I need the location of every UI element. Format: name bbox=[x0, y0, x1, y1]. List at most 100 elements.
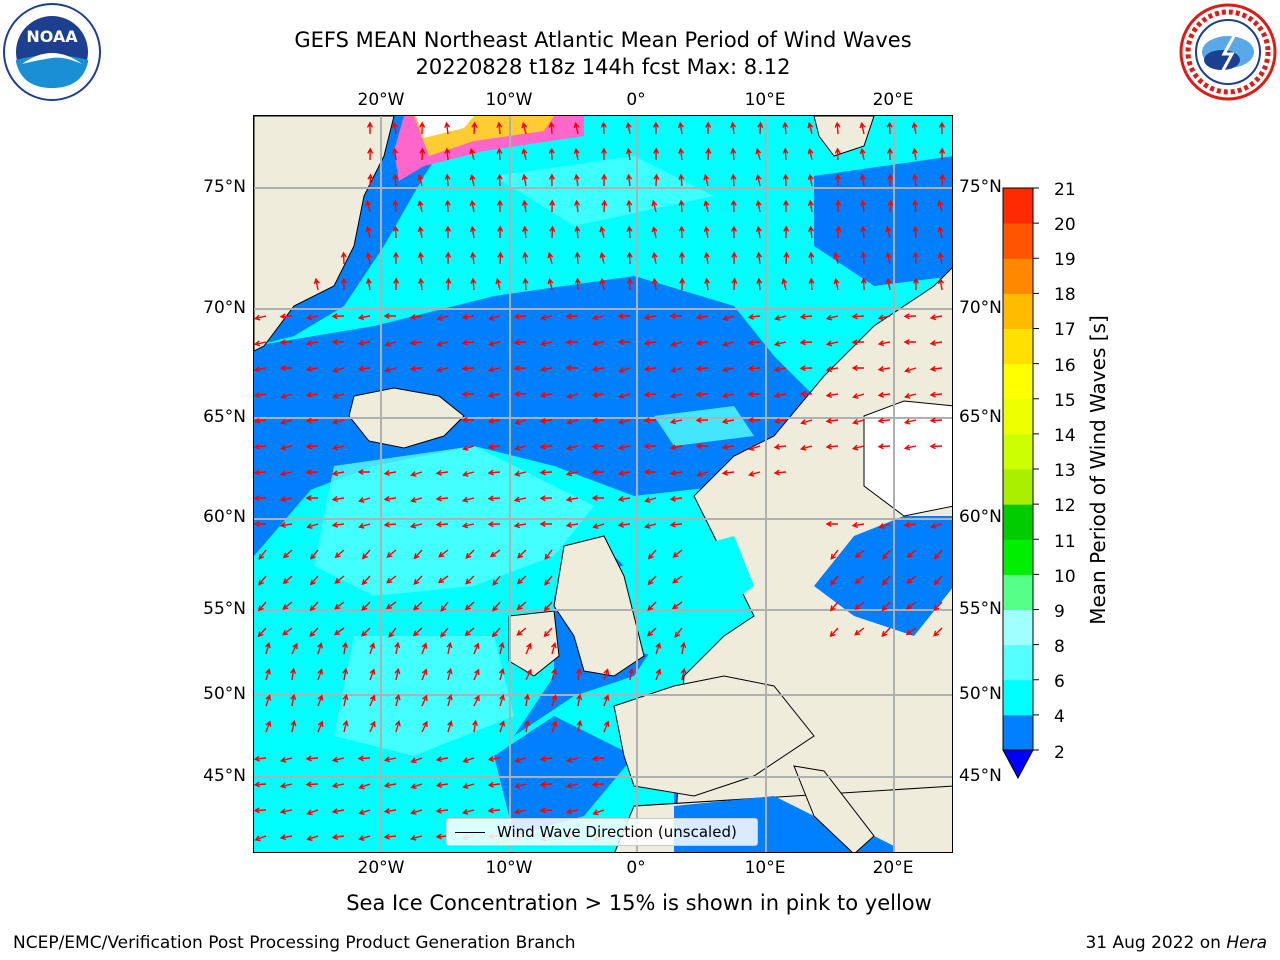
wind-arrow bbox=[854, 627, 865, 636]
wind-arrow bbox=[591, 469, 605, 476]
wind-arrow bbox=[421, 642, 428, 655]
wind-arrow bbox=[383, 521, 397, 528]
wind-arrow bbox=[436, 315, 449, 321]
wind-arrow bbox=[310, 549, 319, 560]
colorbar-tick-label: 6 bbox=[1054, 672, 1065, 692]
wind-arrow bbox=[413, 549, 423, 560]
wind-arrow bbox=[461, 339, 475, 346]
wind-arrow bbox=[548, 173, 555, 187]
wind-arrow bbox=[492, 575, 501, 586]
colorbar-tick-label: 10 bbox=[1054, 567, 1076, 587]
wind-arrow bbox=[885, 277, 892, 291]
wind-arrow bbox=[435, 495, 449, 502]
wind-arrow bbox=[290, 667, 297, 681]
wind-arrow bbox=[626, 251, 633, 265]
lon-label-bottom: 20°E bbox=[872, 858, 914, 878]
wind-arrow bbox=[565, 782, 579, 789]
wind-arrow bbox=[409, 496, 423, 503]
wind-arrow bbox=[696, 471, 709, 477]
wind-arrow bbox=[680, 641, 687, 655]
wind-arrow bbox=[911, 121, 918, 135]
wind-arrow bbox=[647, 601, 657, 611]
wind-arrow bbox=[367, 173, 374, 187]
wind-arrow bbox=[576, 719, 583, 733]
wind-arrow bbox=[671, 601, 683, 610]
wind-arrow bbox=[462, 783, 475, 789]
wind-arrow bbox=[417, 173, 424, 187]
wind-arrow bbox=[489, 549, 501, 558]
wind-arrow bbox=[782, 173, 789, 187]
wind-arrow bbox=[592, 809, 605, 816]
wind-arrow bbox=[409, 522, 423, 529]
wind-arrow bbox=[487, 392, 501, 399]
wind-arrow bbox=[290, 693, 297, 707]
wind-arrow bbox=[437, 575, 449, 584]
wind-arrow bbox=[679, 277, 686, 291]
wind-arrow bbox=[643, 365, 657, 372]
wind-arrow bbox=[565, 496, 579, 503]
wind-arrow bbox=[747, 416, 760, 424]
wind-arrow bbox=[651, 225, 658, 239]
wind-arrow bbox=[878, 523, 891, 529]
wind-arrow bbox=[254, 443, 267, 450]
wind-arrow bbox=[384, 341, 397, 347]
wind-arrow bbox=[854, 601, 865, 610]
wind-arrow bbox=[391, 121, 398, 135]
wind-arrow bbox=[369, 720, 376, 733]
wind-arrow bbox=[525, 668, 532, 681]
wind-arrow bbox=[496, 147, 503, 161]
wind-arrow bbox=[487, 340, 501, 347]
wind-arrow bbox=[566, 393, 579, 399]
wind-arrow bbox=[929, 443, 943, 450]
wind-arrow bbox=[549, 225, 556, 239]
wind-arrow bbox=[599, 225, 606, 239]
wind-arrow bbox=[254, 781, 267, 788]
lat-label-right: 70°N bbox=[959, 298, 1002, 318]
wind-arrow bbox=[444, 147, 451, 161]
wind-arrow bbox=[254, 520, 266, 528]
wind-arrow bbox=[551, 720, 558, 733]
wind-arrow bbox=[565, 522, 579, 529]
wind-arrow bbox=[773, 469, 787, 476]
lat-label-right: 45°N bbox=[959, 766, 1002, 786]
wind-arrow bbox=[603, 668, 610, 681]
wind-arrow bbox=[305, 469, 319, 476]
colorbar-tick-label: 4 bbox=[1054, 707, 1065, 727]
colorbar-tick-label: 18 bbox=[1054, 285, 1076, 305]
wind-arrow bbox=[669, 521, 683, 528]
wind-arrow bbox=[394, 693, 401, 707]
wind-arrow bbox=[438, 549, 449, 558]
sea-ice-note: Sea Ice Concentration > 15% is shown in … bbox=[346, 891, 932, 915]
wind-arrow bbox=[885, 251, 892, 265]
wind-arrow bbox=[435, 781, 449, 788]
wind-arrow bbox=[730, 121, 737, 135]
wind-arrow bbox=[305, 443, 319, 450]
wind-arrow bbox=[279, 313, 293, 320]
wind-arrow bbox=[731, 251, 738, 265]
wind-arrow bbox=[539, 392, 553, 399]
wind-arrow bbox=[747, 391, 761, 398]
wind-arrow bbox=[357, 522, 371, 529]
wind-arrow bbox=[334, 601, 345, 610]
colorbar-swatch bbox=[1003, 539, 1033, 575]
wind-arrow bbox=[513, 522, 527, 529]
wind-arrow bbox=[358, 835, 371, 841]
wind-arrow bbox=[332, 367, 345, 373]
wind-arrow bbox=[340, 251, 347, 265]
wind-arrow bbox=[547, 251, 554, 265]
colorbar-tick-label: 20 bbox=[1054, 215, 1076, 235]
wind-arrow bbox=[859, 173, 866, 187]
wind-arrow bbox=[643, 417, 657, 424]
wind-arrow bbox=[929, 417, 943, 424]
wind-arrow bbox=[834, 121, 841, 135]
wind-arrow bbox=[361, 549, 371, 560]
wind-arrow bbox=[647, 575, 657, 586]
wind-arrow bbox=[830, 549, 839, 560]
wind-arrow bbox=[279, 808, 293, 815]
wind-arrow bbox=[365, 199, 372, 213]
wind-arrow bbox=[887, 199, 894, 213]
wind-arrow bbox=[721, 469, 735, 476]
wind-arrow bbox=[669, 312, 682, 320]
wind-arrow bbox=[291, 642, 298, 655]
wind-arrow bbox=[513, 444, 527, 451]
